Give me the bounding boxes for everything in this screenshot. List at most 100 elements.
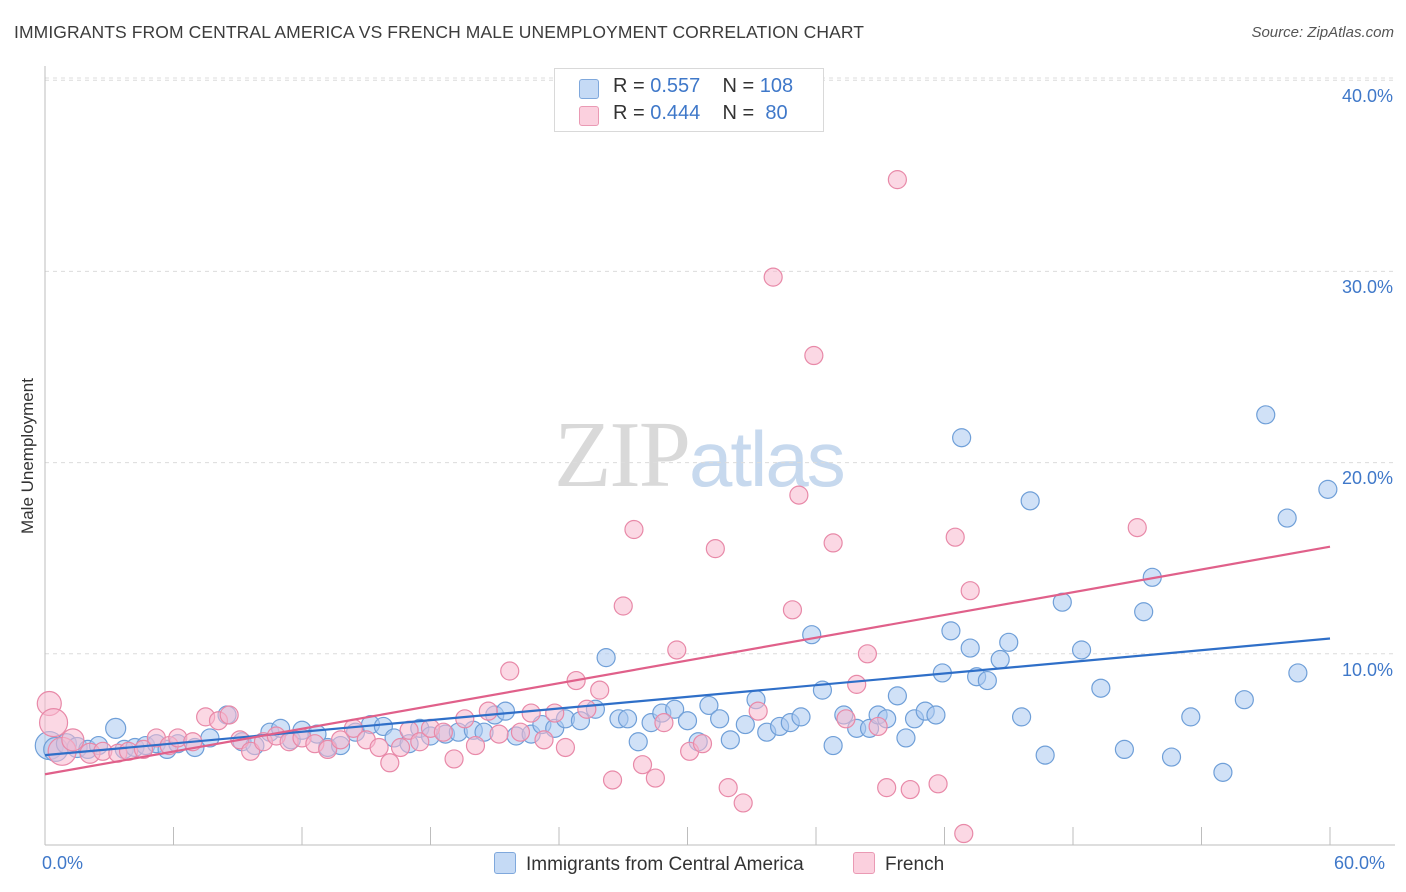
central-america-point <box>952 428 972 448</box>
french-point <box>954 823 974 844</box>
central-america-point <box>896 728 916 748</box>
central-america-point <box>960 638 980 658</box>
french-point <box>478 701 498 721</box>
central-america-point <box>665 699 685 719</box>
x-tick-label-min: 0.0% <box>42 853 84 873</box>
central-america-point <box>1134 602 1154 622</box>
legend-r-value: 0.557 <box>650 75 701 97</box>
watermark-zip: ZIP <box>554 403 691 507</box>
french-point <box>555 737 576 758</box>
central-america-point <box>1213 762 1233 782</box>
central-america-point <box>1234 690 1254 710</box>
french-point <box>510 722 531 742</box>
french-point <box>782 600 803 620</box>
watermark-atlas: atlas <box>689 415 846 503</box>
french-point <box>613 596 633 616</box>
central-america-point <box>926 705 946 725</box>
y-tick-label: 40.0% <box>1341 86 1393 106</box>
central-america-point <box>1288 663 1308 683</box>
french-point <box>857 644 878 664</box>
correlation-legend: R = 0.557 N = 108 R = 0.444 N = 80 <box>554 68 824 132</box>
blue-swatch-icon <box>494 852 516 874</box>
french-point <box>219 705 239 725</box>
central-america-point <box>720 730 740 750</box>
french-point <box>590 680 610 700</box>
central-america-point <box>802 625 822 645</box>
french-point <box>823 533 843 553</box>
french-point <box>545 703 565 723</box>
series-label: Immigrants from Central America <box>526 854 804 875</box>
french-point <box>789 485 809 505</box>
french-point <box>577 699 597 719</box>
french-point <box>868 716 888 737</box>
central-america-point <box>941 621 961 641</box>
french-point <box>390 737 411 758</box>
french-point <box>748 701 768 721</box>
central-america-point <box>1011 707 1032 727</box>
central-america-trendline <box>44 637 1331 757</box>
french-point <box>369 737 389 758</box>
central-america-point <box>1256 405 1276 425</box>
source-credit: Source: ZipAtlas.com <box>1251 24 1394 41</box>
french-point <box>733 793 753 813</box>
french-point <box>928 774 948 794</box>
central-america-point <box>1161 747 1182 767</box>
central-america-point <box>710 709 730 729</box>
central-america-point <box>990 649 1010 670</box>
legend-n-value: 80 <box>759 102 788 124</box>
y-tick-label: 20.0% <box>1341 468 1393 488</box>
french-point <box>887 170 907 190</box>
french-point <box>61 728 85 752</box>
pink-swatch-icon <box>853 852 875 874</box>
french-point <box>241 741 261 761</box>
legend-n-label: N = <box>722 75 755 97</box>
french-point <box>602 770 623 790</box>
french-point <box>410 732 430 752</box>
central-america-point <box>596 648 616 668</box>
central-america-point <box>677 711 698 731</box>
bottom-legend-central-america: Immigrants from Central America <box>494 852 804 878</box>
french-point <box>521 703 541 723</box>
french-point <box>624 519 644 540</box>
legend-r-value: 0.444 <box>650 102 701 124</box>
y-axis-label: Male Unemployment <box>18 378 37 534</box>
french-point <box>847 674 867 694</box>
legend-n-value: 108 <box>759 75 794 97</box>
central-america-point <box>699 695 719 716</box>
french-point <box>489 724 509 744</box>
central-america-point <box>887 686 907 706</box>
french-point <box>534 730 554 750</box>
french-point <box>433 722 453 742</box>
x-tick-label-max: 60.0% <box>1334 853 1386 873</box>
french-point <box>1127 518 1147 538</box>
central-america-point <box>1181 707 1201 727</box>
french-point <box>500 661 520 681</box>
french-point <box>318 739 338 760</box>
central-america-point <box>617 709 638 729</box>
legend-r-label: R = <box>613 102 645 124</box>
central-america-point <box>1114 739 1135 760</box>
central-america-point <box>735 714 755 735</box>
central-america-point <box>105 717 127 739</box>
central-america-point <box>495 701 516 721</box>
french-point <box>692 734 713 754</box>
french-point <box>38 708 69 738</box>
central-america-point <box>1035 745 1055 765</box>
watermark: ZIPatlas <box>554 400 846 509</box>
central-america-point <box>1277 508 1297 528</box>
french-point <box>465 735 486 756</box>
y-tick-label: 30.0% <box>1341 277 1393 297</box>
series-label: French <box>885 854 945 875</box>
french-point <box>763 267 783 287</box>
french-point <box>645 768 665 788</box>
central-america-point <box>977 670 997 691</box>
french-point <box>654 713 674 733</box>
central-america-point <box>1318 479 1338 499</box>
central-america-point <box>1091 678 1111 698</box>
pink-swatch-icon <box>579 106 599 126</box>
central-america-point <box>791 707 811 727</box>
y-tick-label: 10.0% <box>1341 660 1393 680</box>
central-america-point <box>1071 640 1092 660</box>
central-america-point <box>628 732 648 752</box>
